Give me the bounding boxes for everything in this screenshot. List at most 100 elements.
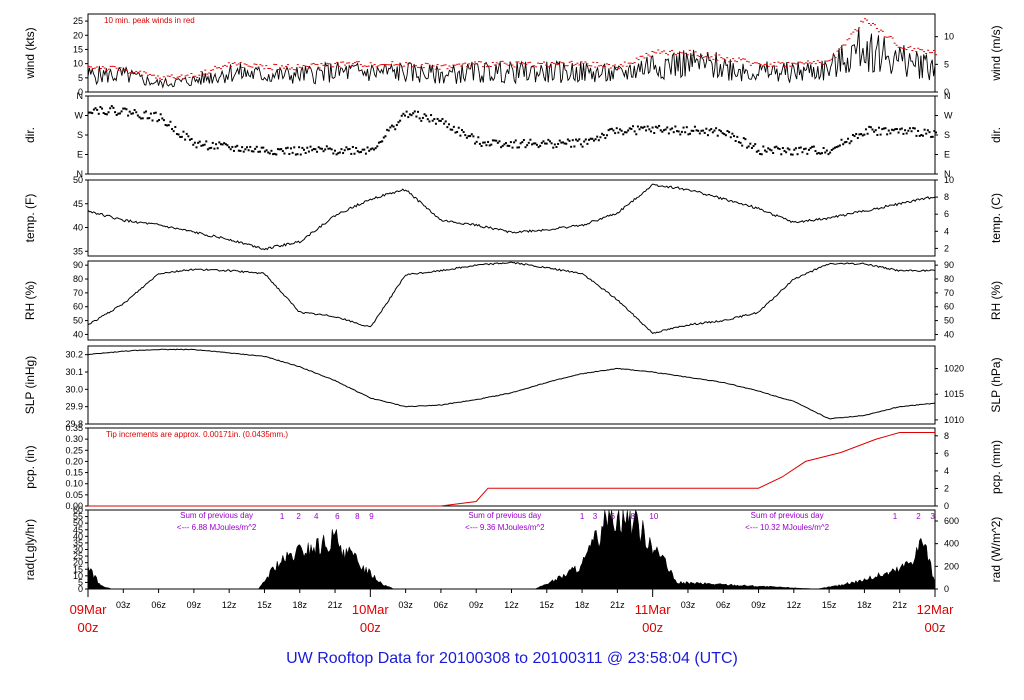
wind-direction-point — [900, 127, 903, 130]
wind-direction-point — [687, 133, 690, 136]
wind-direction-point — [449, 128, 452, 131]
peak-wind-dot — [393, 64, 396, 66]
rad-note-title-1: Sum of previous day — [468, 511, 541, 520]
peak-wind-dot — [923, 51, 926, 53]
peak-wind-dot — [302, 65, 305, 67]
left-tick-label-2-0: 35 — [73, 246, 83, 256]
wind-direction-point — [260, 146, 263, 149]
peak-wind-dot — [684, 52, 687, 54]
peak-wind-dot — [257, 66, 260, 68]
peak-wind-dot — [283, 67, 286, 69]
peak-wind-dot — [279, 67, 282, 69]
wind-direction-point — [123, 107, 126, 110]
wind-direction-point — [180, 135, 183, 138]
left-tick-label-1-2: S — [77, 130, 83, 140]
peak-wind-dot — [814, 63, 817, 65]
peak-wind-dot — [109, 65, 112, 67]
wind-direction-point — [646, 125, 649, 128]
left-tick-label-5-5: 0.25 — [65, 445, 83, 455]
peak-wind-dot — [799, 61, 802, 63]
wind-direction-point — [907, 129, 910, 132]
peak-wind-dot — [348, 62, 351, 64]
wind-direction-point — [708, 129, 711, 132]
left-tick-label-5-0: 0.00 — [65, 501, 83, 511]
wind-direction-point — [379, 140, 382, 143]
wind-direction-point — [547, 138, 550, 141]
peak-wind-dot — [881, 30, 884, 32]
wind-direction-point — [223, 142, 226, 145]
wind-direction-point — [715, 127, 718, 130]
peak-wind-dot — [308, 67, 311, 69]
wind-direction-point — [550, 142, 553, 145]
peak-wind-dot — [891, 37, 894, 39]
wind-direction-point — [716, 134, 719, 137]
peak-wind-dot — [785, 65, 788, 67]
right-tick-label-3-4: 80 — [944, 274, 954, 284]
wind-direction-point — [868, 125, 871, 128]
peak-wind-dot — [115, 67, 118, 69]
peak-wind-dot — [726, 57, 729, 59]
left-tick-label-5-6: 0.30 — [65, 434, 83, 444]
peak-wind-dot — [680, 52, 683, 54]
peak-wind-dot — [631, 62, 634, 64]
peak-wind-dot — [495, 62, 498, 64]
wind-direction-point — [705, 127, 708, 130]
wind-direction-point — [177, 133, 180, 136]
wind-direction-point — [548, 140, 551, 143]
x-tick-label-4: 15z — [257, 600, 272, 610]
left-tick-label-3-4: 80 — [73, 274, 83, 284]
peak-wind-dot — [462, 63, 465, 65]
left-tick-label-6-11: 55 — [73, 512, 83, 522]
wind-direction-point — [446, 126, 449, 129]
peak-wind-dot — [763, 63, 766, 65]
right-tick-label-1-4: N — [944, 91, 951, 101]
x-tick-label-14: 03z — [681, 600, 696, 610]
wind-direction-point — [931, 135, 934, 138]
wind-direction-point — [807, 148, 810, 151]
wind-direction-point — [285, 147, 288, 150]
wind-direction-point — [889, 132, 892, 135]
right-tick-label-0-0: 0 — [944, 87, 949, 97]
x-tick-label-17: 12z — [787, 600, 802, 610]
peak-wind-dot — [608, 63, 611, 65]
wind-direction-point — [635, 133, 638, 136]
wind-direction-point — [218, 141, 221, 144]
wind-direction-point — [299, 153, 302, 156]
rad-note-hour-0-2: 4 — [314, 512, 319, 521]
wind-direction-point — [630, 127, 633, 130]
peak-wind-dot — [95, 66, 98, 68]
peak-wind-dot — [188, 76, 191, 78]
wind-direction-point — [153, 112, 156, 115]
peak-wind-dot — [121, 70, 124, 72]
rad-note-hour-1-4: 10 — [649, 512, 658, 521]
wind-direction-point — [185, 132, 188, 135]
wind-direction-point — [198, 140, 201, 143]
wind-direction-point — [864, 128, 867, 131]
wind-direction-point — [718, 129, 721, 132]
peak-wind-dot — [590, 65, 593, 67]
peak-wind-dot — [787, 61, 790, 63]
panel-frame-5 — [87, 427, 936, 507]
wind-direction-point — [358, 151, 361, 154]
peak-wind-dot — [342, 61, 345, 63]
peak-wind-dot — [192, 75, 195, 77]
peak-wind-dot — [145, 72, 148, 74]
left-tick-label-1-3: W — [75, 111, 84, 121]
wind-direction-point — [589, 137, 592, 140]
x-tick-label-11: 15z — [540, 600, 555, 610]
left-tick-label-3-3: 70 — [73, 288, 83, 298]
wind-direction-point — [915, 134, 918, 137]
wind-direction-point — [664, 128, 667, 131]
wind-direction-point — [226, 144, 229, 147]
peak-wind-dot — [643, 57, 646, 59]
peak-wind-dot — [247, 65, 250, 67]
wind-direction-point — [118, 112, 121, 115]
wind-direction-point — [661, 130, 664, 133]
peak-wind-dot — [714, 54, 717, 56]
wind-direction-point — [395, 124, 398, 127]
wind-direction-point — [806, 152, 809, 155]
right-tick-label-0-1: 5 — [944, 59, 949, 69]
wind-direction-point — [351, 145, 354, 148]
wind-direction-point — [744, 138, 747, 141]
